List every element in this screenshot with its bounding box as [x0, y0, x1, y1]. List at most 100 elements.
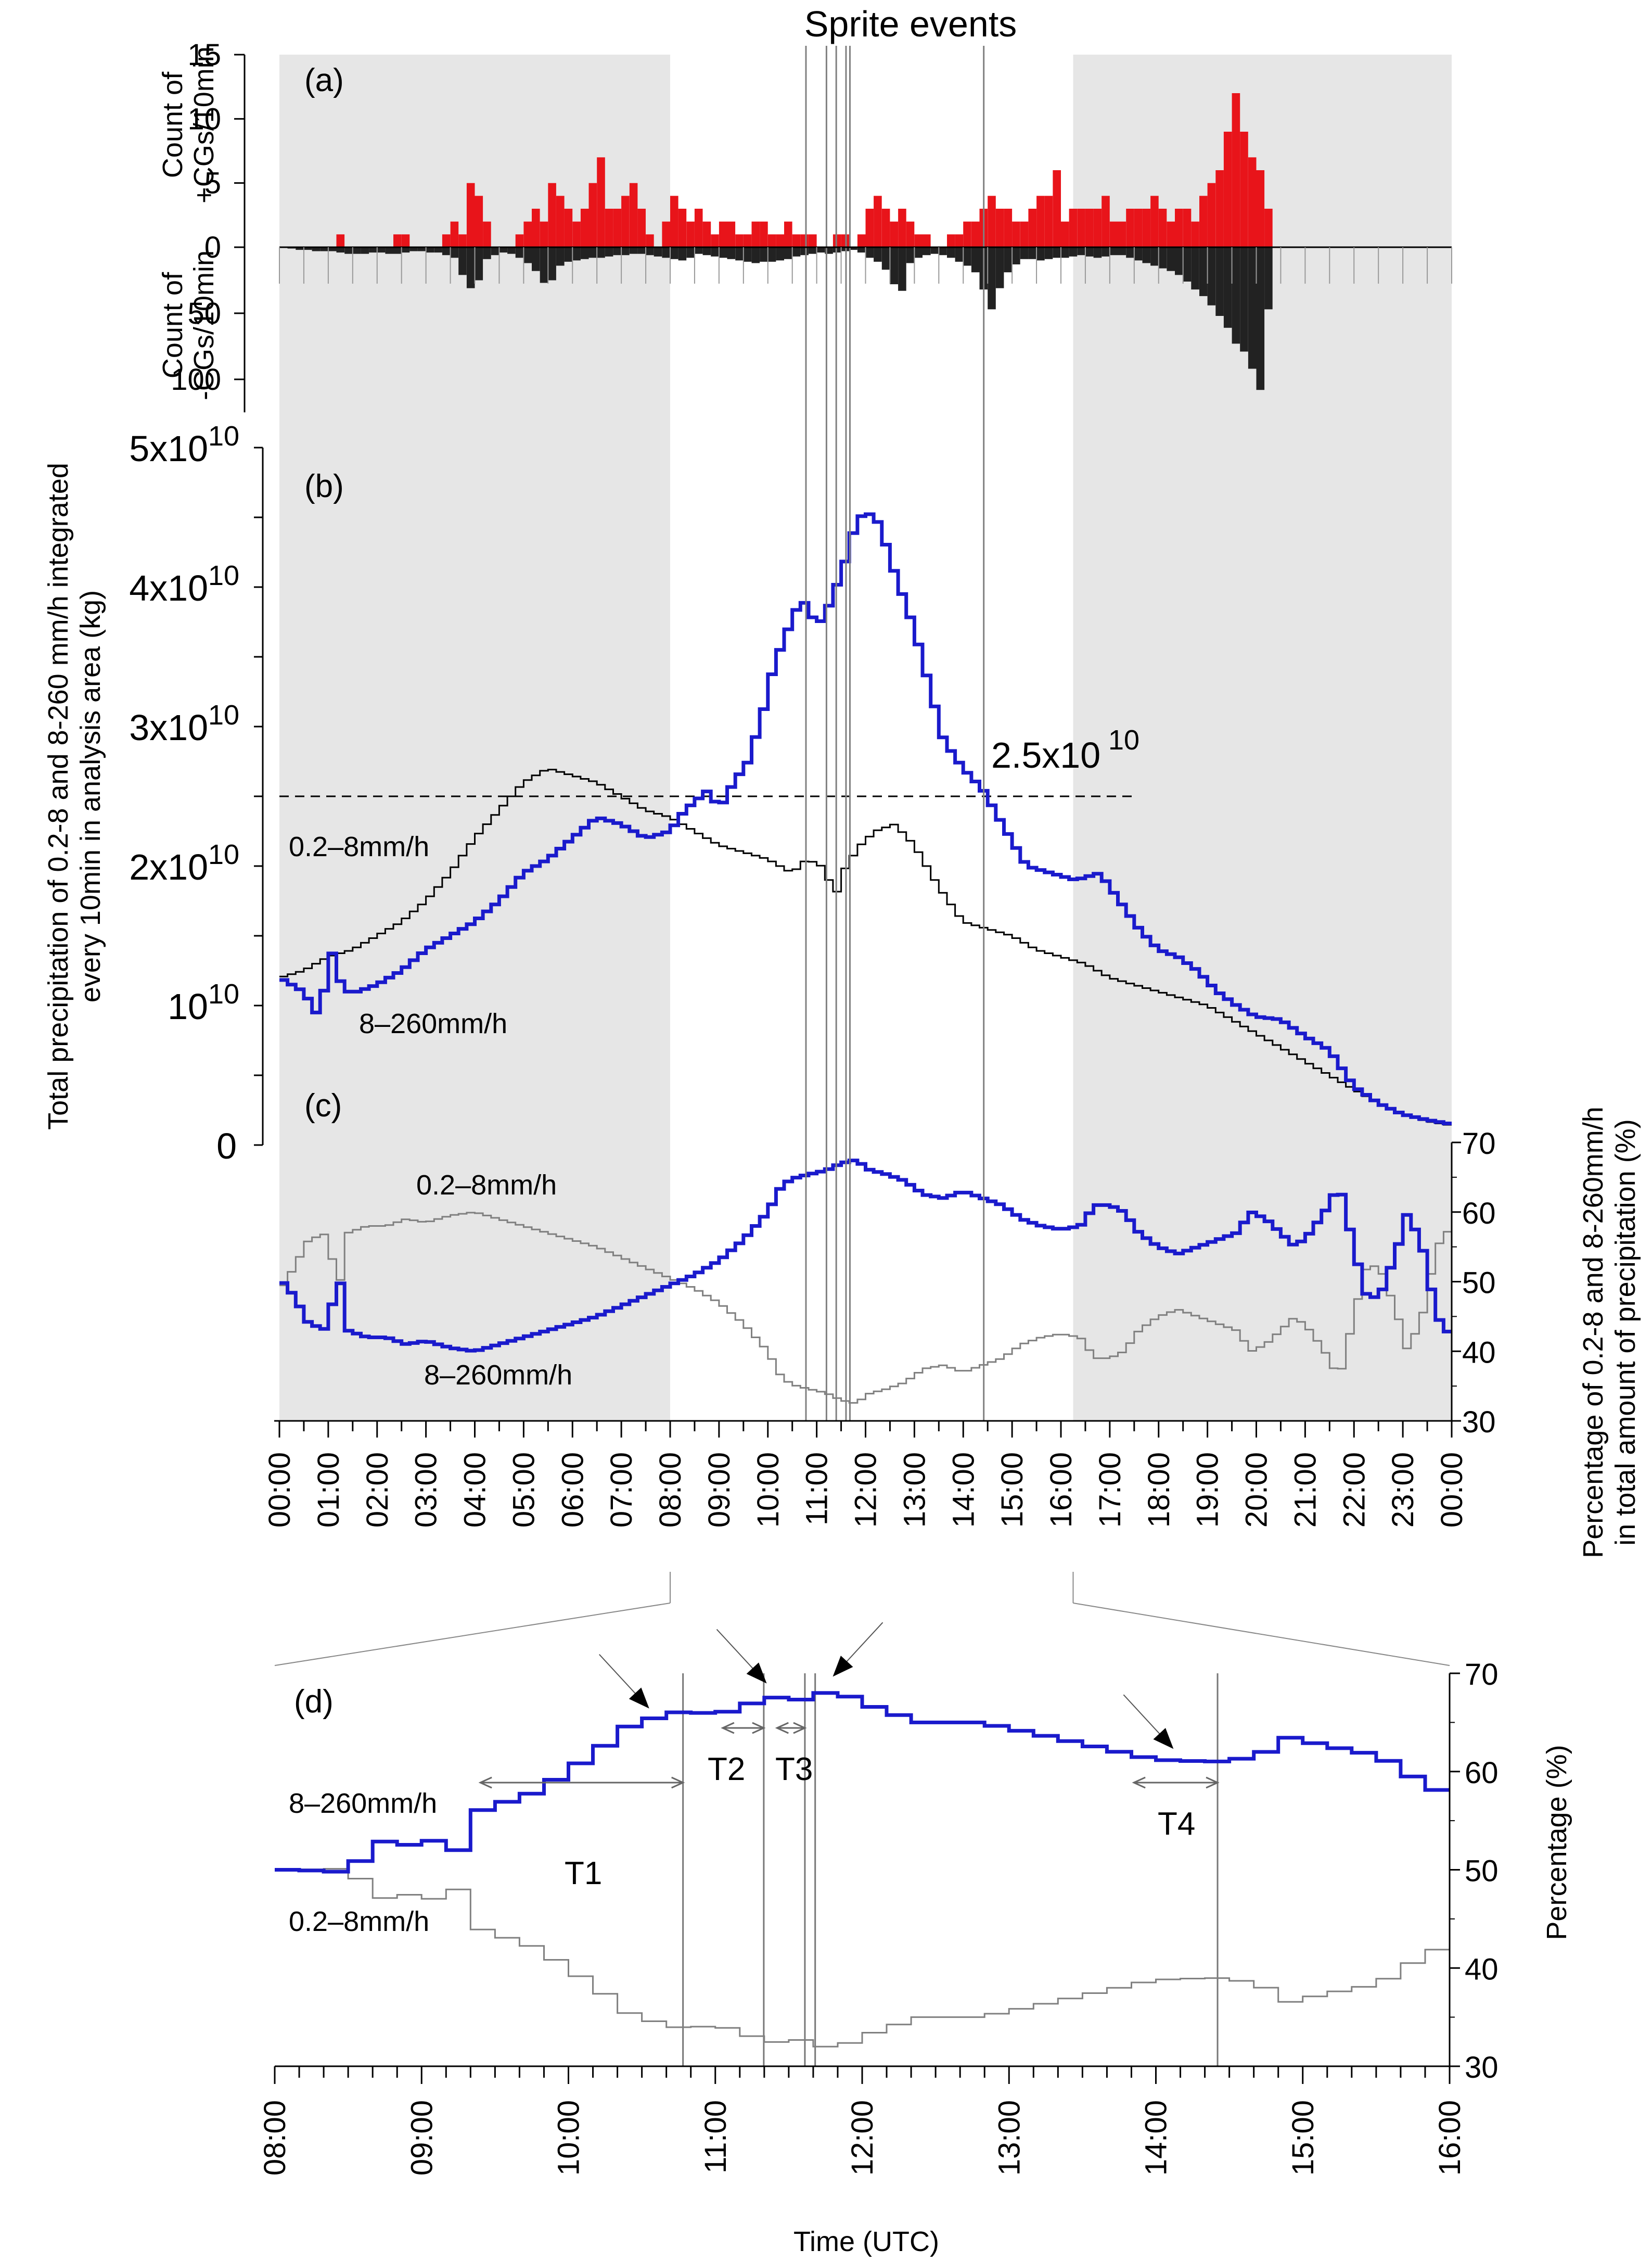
panel-b-light-line: [279, 769, 1452, 1126]
pos-cg-bar: [540, 221, 548, 247]
pos-cg-bar: [890, 221, 898, 247]
pos-cg-bar: [841, 234, 850, 247]
pos-cg-bar: [988, 196, 996, 247]
neg-cg-bar: [727, 247, 736, 259]
neg-cg-bar: [881, 247, 890, 270]
neg-cg-bar: [678, 247, 687, 261]
pos-cg-bar: [760, 221, 768, 247]
pos-cg-bar: [1191, 221, 1199, 247]
neg-cg-bar: [1036, 247, 1045, 261]
pos-cg-bar: [1069, 209, 1078, 247]
panel-d-x-tick-label: 08:00: [258, 2100, 292, 2176]
panel-b-y-tick-exponent: 10: [208, 700, 239, 731]
neg-cg-bar: [906, 247, 915, 263]
pos-cg-bar: [1126, 209, 1134, 247]
left-axis-title: Total precipitation of 0.2-8 and 8-260 m…: [43, 463, 106, 1130]
neg-cg-bar: [385, 247, 393, 254]
pos-cg-bar: [1175, 209, 1183, 247]
neg-cg-bar: [621, 247, 630, 256]
pos-cg-bar: [1215, 170, 1224, 247]
pos-cg-bar: [809, 234, 817, 247]
panel-c-x-tick-label: 07:00: [605, 1452, 638, 1528]
panel-c-x-tick-label: 17:00: [1093, 1452, 1127, 1528]
panel-a-neg-tick-label: 100: [171, 363, 221, 397]
pos-cg-bar: [914, 234, 923, 247]
neg-cg-bar: [719, 247, 727, 258]
pos-cg-bar: [963, 221, 971, 247]
panel-c-y-tick-label: 40: [1462, 1336, 1496, 1369]
panel-c-x-tick-label: 10:00: [751, 1452, 785, 1528]
pos-cg-bar: [515, 234, 524, 247]
neg-cg-bar: [1158, 247, 1167, 269]
neg-cg-bar: [809, 247, 817, 254]
panel-c-x-tick-label: 00:00: [1435, 1452, 1469, 1528]
pos-cg-bar: [466, 183, 475, 247]
interval-T2-arrowhead-right: [752, 1722, 766, 1734]
neg-cg-bar: [401, 247, 410, 253]
panel-b-y-tick-label: 3x10: [129, 707, 208, 748]
neg-cg-bar: [1248, 247, 1257, 369]
neg-cg-bar: [849, 247, 857, 250]
neg-cg-bar: [800, 247, 809, 256]
pos-cg-bar: [1102, 196, 1110, 247]
neg-cg-bar: [523, 247, 532, 263]
pos-cg-axis-label: Count of +CGs/10min: [157, 46, 220, 204]
pos-cg-bar: [1028, 209, 1036, 247]
label-c-light: 0.2–8mm/h: [416, 1169, 557, 1201]
pos-cg-bar: [898, 209, 906, 247]
pos-cg-bar: [743, 234, 752, 247]
neg-cg-bar: [1256, 247, 1265, 390]
svg-text:Count of: Count of: [157, 272, 188, 378]
panel-d-x-tick-label: 11:00: [699, 2100, 733, 2173]
right-axis-title: Percentage of 0.2-8 and 8-260mm/h in tot…: [1578, 1107, 1641, 1558]
neg-cg-bar: [1061, 247, 1069, 258]
panel-c-x-tick-label: 09:00: [702, 1452, 736, 1528]
pos-cg-bar: [532, 209, 540, 247]
neg-cg-bar: [686, 247, 695, 258]
neg-cg-bar: [865, 247, 874, 258]
neg-cg-bar: [1093, 247, 1102, 258]
neg-cg-bar: [930, 247, 939, 254]
panel-c-x-tick-label: 21:00: [1288, 1452, 1322, 1528]
neg-cg-bar: [784, 247, 792, 259]
neg-cg-axis-label: Count of -CGs/10min: [157, 250, 220, 400]
pos-cg-bar: [450, 221, 459, 247]
interval-T4-arrowhead-right: [1206, 1776, 1220, 1789]
interval-T4-arrowhead-left: [1132, 1776, 1146, 1789]
interval-T3-arrowhead-left: [775, 1722, 789, 1734]
neg-cg-bar: [303, 247, 312, 250]
neg-cg-bar: [1028, 247, 1036, 259]
pos-cg-bar: [613, 209, 622, 247]
neg-cg-bar: [1012, 247, 1020, 264]
pos-cg-bar: [1044, 196, 1053, 247]
label-T4: T4: [1158, 1806, 1195, 1842]
interval-T1-arrowhead-left: [478, 1776, 492, 1789]
pos-cg-bar: [1020, 221, 1029, 247]
panel-b-y-tick-label: 5x10: [129, 428, 208, 469]
pos-cg-bar: [556, 196, 565, 247]
pos-cg-bar: [588, 183, 597, 247]
neg-cg-bar: [1142, 247, 1151, 263]
panel-d-x-tick-label: 12:00: [846, 2100, 879, 2176]
panel-d-y-tick-label: 70: [1465, 1658, 1499, 1692]
peak-arrow-head: [833, 1656, 853, 1677]
pos-cg-bar: [523, 221, 532, 247]
pos-cg-bar: [1248, 157, 1257, 247]
neg-cg-bar: [702, 247, 711, 256]
neg-cg-bar: [336, 247, 345, 253]
neg-cg-bar: [296, 247, 304, 250]
panel-b-y-tick-label: 0: [216, 1126, 237, 1166]
pos-cg-bar: [1142, 209, 1151, 247]
neg-cg-bar: [475, 247, 483, 281]
panel-c-x-tick-label: 14:00: [946, 1452, 980, 1528]
neg-cg-bar: [434, 247, 442, 253]
neg-cg-bar: [670, 247, 678, 259]
neg-cg-bar: [923, 247, 931, 256]
neg-cg-bar: [874, 247, 882, 262]
neg-cg-bar: [988, 247, 996, 310]
neg-cg-bar: [760, 247, 768, 262]
pos-cg-bar: [1158, 209, 1167, 247]
peak-arrow-shaft: [599, 1654, 639, 1697]
